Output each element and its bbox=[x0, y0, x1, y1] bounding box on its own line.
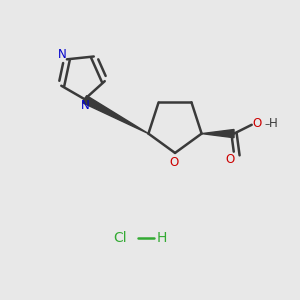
Text: N: N bbox=[81, 99, 90, 112]
Text: H: H bbox=[268, 117, 277, 130]
Polygon shape bbox=[83, 96, 148, 134]
Text: N: N bbox=[58, 48, 67, 61]
Text: H: H bbox=[157, 231, 167, 245]
Text: O: O bbox=[169, 156, 178, 169]
Text: Cl: Cl bbox=[114, 231, 128, 245]
Polygon shape bbox=[202, 130, 234, 138]
Text: O: O bbox=[225, 153, 234, 166]
Text: O: O bbox=[252, 117, 262, 130]
Text: –: – bbox=[264, 119, 270, 129]
